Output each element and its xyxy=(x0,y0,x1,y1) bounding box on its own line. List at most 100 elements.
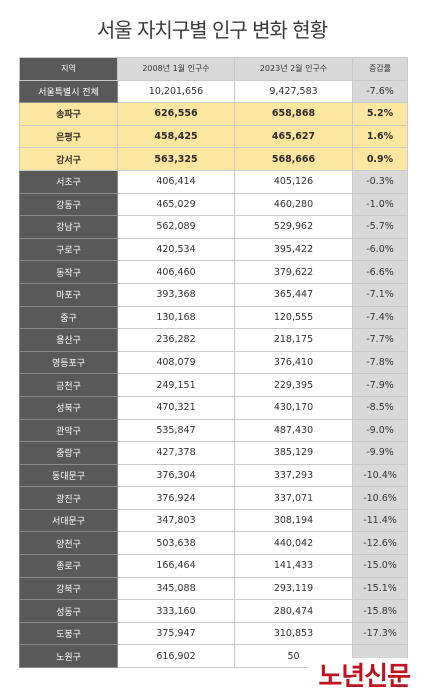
pop-2008-cell: 406,414 xyxy=(117,169,235,194)
table-body: 서울특별시 전체 10,201,656 9,427,583 -7.6% 송파구 626,5… xyxy=(19,79,408,669)
region-cell: 강동구 xyxy=(19,192,118,217)
pop-2023-cell: 337,293 xyxy=(234,463,353,488)
region-cell: 서초구 xyxy=(19,169,118,194)
rate-cell: -12.6% xyxy=(352,531,408,556)
rate-cell: -5.7% xyxy=(352,215,408,239)
region-cell: 노원구 xyxy=(19,644,118,669)
rate-cell: -10.4% xyxy=(352,463,408,488)
pop-2023-cell: 487,430 xyxy=(234,418,353,443)
rate-cell: -0.3% xyxy=(352,169,408,194)
region-cell: 마포구 xyxy=(19,282,118,307)
pop-2023-cell: 229,395 xyxy=(234,373,353,397)
region-cell: 금천구 xyxy=(19,373,118,397)
rate-cell: -6.6% xyxy=(352,260,408,284)
page-title: 서울 자치구별 인구 변화 현황 xyxy=(96,18,328,42)
pop-2008-cell: 345,088 xyxy=(117,576,235,601)
pop-2008-cell: 10,201,656 xyxy=(117,79,235,104)
rate-cell: -8.5% xyxy=(352,395,408,420)
pop-2023-cell: 440,042 xyxy=(234,531,353,556)
table-row: 중구 130,168 120,555 -7.4% xyxy=(19,305,408,330)
population-table: 지역 2008년 1월 인구수 2023년 2월 인구수 증감률 서울특별시 전… xyxy=(19,57,408,669)
table-row: 관악구 535,847 487,430 -9.0% xyxy=(19,418,408,443)
rate-cell: -7.6% xyxy=(352,79,408,104)
table-row: 강동구 465,029 460,280 -1.0% xyxy=(19,192,408,217)
pop-2008-cell: 458,425 xyxy=(117,124,235,149)
table-row: 용산구 236,282 218,175 -7.7% xyxy=(19,328,408,352)
pop-2008-cell: 376,924 xyxy=(117,486,235,510)
pop-2008-cell: 236,282 xyxy=(117,328,235,352)
rate-cell: -7.7% xyxy=(352,328,408,352)
pop-2023-cell: 529,962 xyxy=(234,215,353,239)
region-cell: 송파구 xyxy=(19,102,118,126)
region-cell: 영등포구 xyxy=(19,350,118,375)
pop-2023-cell: 308,194 xyxy=(234,508,353,533)
region-cell: 동대문구 xyxy=(19,463,118,488)
rate-cell: 5.2% xyxy=(352,102,408,126)
table-row: 도봉구 375,947 310,853 -17.3% xyxy=(19,621,408,646)
rate-cell: -7.9% xyxy=(352,373,408,397)
table-row: 서초구 406,414 405,126 -0.3% xyxy=(19,169,408,194)
pop-2023-cell: 465,627 xyxy=(234,124,353,149)
region-cell: 중구 xyxy=(19,305,118,330)
table-row: 강북구 345,088 293,119 -15.1% xyxy=(19,576,408,601)
pop-2023-cell: 376,410 xyxy=(234,350,353,375)
region-cell: 은평구 xyxy=(19,124,118,149)
table-row: 구로구 420,534 395,422 -6.0% xyxy=(19,237,408,262)
rate-cell: -7.1% xyxy=(352,282,408,307)
rate-cell: -11.4% xyxy=(352,508,408,533)
pop-2023-cell: 430,170 xyxy=(234,395,353,420)
region-cell: 광진구 xyxy=(19,486,118,510)
pop-2008-cell: 616,902 xyxy=(117,644,235,669)
region-cell: 성동구 xyxy=(19,599,118,623)
table-row: 동대문구 376,304 337,293 -10.4% xyxy=(19,463,408,488)
pop-2008-cell: 166,464 xyxy=(117,554,235,578)
table-row: 성동구 333,160 280,474 -15.8% xyxy=(19,599,408,623)
table-header-row: 지역 2008년 1월 인구수 2023년 2월 인구수 증감률 xyxy=(19,57,408,81)
pop-2008-cell: 347,803 xyxy=(117,508,235,533)
pop-2008-cell: 470,321 xyxy=(117,395,235,420)
region-cell: 관악구 xyxy=(19,418,118,443)
pop-2008-cell: 503,638 xyxy=(117,531,235,556)
region-cell: 서대문구 xyxy=(19,508,118,533)
rate-cell: -7.4% xyxy=(352,305,408,330)
pop-2008-cell: 562,089 xyxy=(117,215,235,239)
pop-2023-cell: 365,447 xyxy=(234,282,353,307)
pop-2023-cell: 460,280 xyxy=(234,192,353,217)
region-cell: 용산구 xyxy=(19,328,118,352)
table-row: 광진구 376,924 337,071 -10.6% xyxy=(19,486,408,510)
header-region: 지역 xyxy=(19,57,118,81)
pop-2023-cell: 218,175 xyxy=(234,328,353,352)
pop-2023-cell: 310,853 xyxy=(234,621,353,646)
pop-2023-cell: 568,666 xyxy=(234,147,353,171)
header-rate: 증감률 xyxy=(352,57,408,81)
pop-2008-cell: 130,168 xyxy=(117,305,235,330)
region-cell: 성북구 xyxy=(19,395,118,420)
rate-cell: -15.0% xyxy=(352,554,408,578)
region-cell: 강북구 xyxy=(19,576,118,601)
pop-2008-cell: 406,460 xyxy=(117,260,235,284)
pop-2008-cell: 465,029 xyxy=(117,192,235,217)
rate-cell: -15.1% xyxy=(352,576,408,601)
table-row: 강서구 563,325 568,666 0.9% xyxy=(19,147,408,171)
rate-cell: 0.9% xyxy=(352,147,408,171)
rate-cell: -17.3% xyxy=(352,621,408,646)
pop-2023-cell: 385,129 xyxy=(234,441,353,465)
pop-2008-cell: 333,160 xyxy=(117,599,235,623)
region-cell: 도봉구 xyxy=(19,621,118,646)
table-row: 서울특별시 전체 10,201,656 9,427,583 -7.6% xyxy=(19,79,408,104)
table-row: 양천구 503,638 440,042 -12.6% xyxy=(19,531,408,556)
pop-2023-cell: 9,427,583 xyxy=(234,79,353,104)
pop-2023-cell: 293,119 xyxy=(234,576,353,601)
region-cell: 양천구 xyxy=(19,531,118,556)
pop-2008-cell: 376,304 xyxy=(117,463,235,488)
pop-2023-cell: 405,126 xyxy=(234,169,353,194)
rate-cell: -1.0% xyxy=(352,192,408,217)
rate-cell: 1.6% xyxy=(352,124,408,149)
rate-cell: -9.9% xyxy=(352,441,408,465)
rate-cell: -7.8% xyxy=(352,350,408,375)
pop-2008-cell: 393,368 xyxy=(117,282,235,307)
region-cell: 동작구 xyxy=(19,260,118,284)
rate-cell: -10.6% xyxy=(352,486,408,510)
rate-cell: -15.8% xyxy=(352,599,408,623)
pop-2023-cell: 120,555 xyxy=(234,305,353,330)
